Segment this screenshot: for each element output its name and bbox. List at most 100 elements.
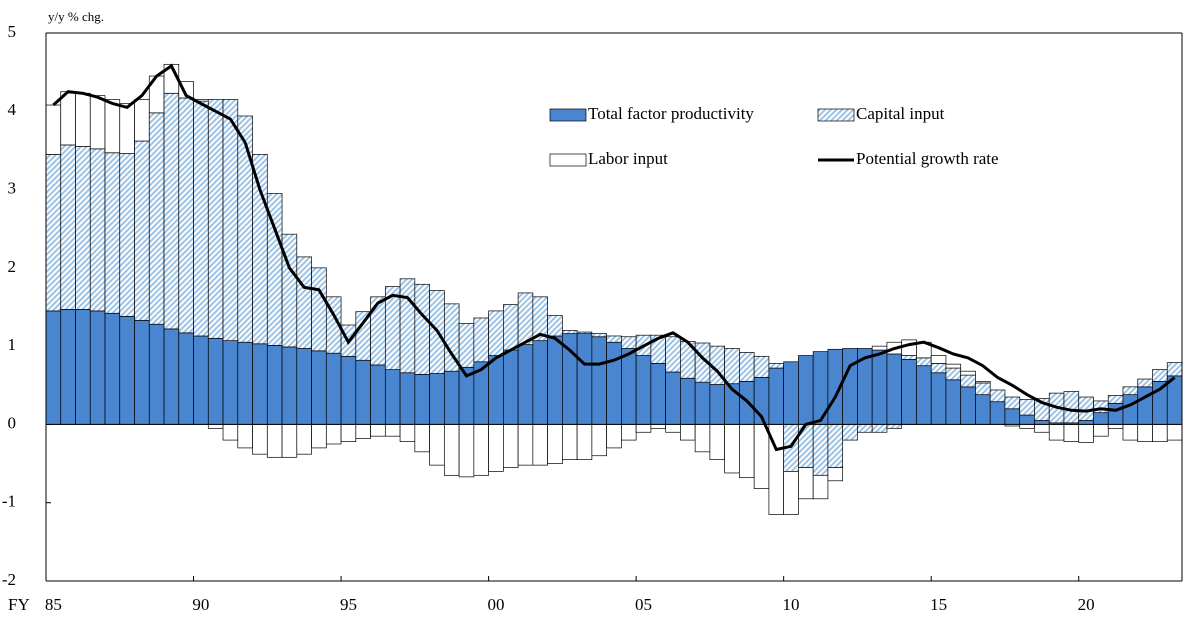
bar [517,344,534,425]
bar [783,471,799,515]
bar [1063,424,1080,443]
y-tick-label: 3 [8,178,17,197]
bar [724,424,740,474]
bar [621,348,637,425]
legend-swatch [817,108,855,122]
bar [488,310,504,356]
bar [296,256,312,349]
bar [857,424,873,433]
bar [311,267,327,352]
bar [606,341,622,425]
y-tick-label: 5 [8,22,17,41]
bar [827,467,844,482]
bar [562,424,578,461]
bar [1019,424,1035,429]
bar [325,352,342,425]
bar [916,357,932,367]
bar [975,382,991,396]
bar [517,292,534,345]
bar [207,337,224,425]
bar [694,381,711,425]
bar [119,153,135,317]
bar [222,99,239,342]
bar [429,424,445,466]
x-tick-label: 20 [1078,595,1095,614]
legend-label: Total factor productivity [588,104,754,123]
legend-label: Labor input [588,149,668,168]
bar [237,115,253,343]
bar [355,424,371,439]
bar [281,424,298,458]
x-tick-label: 85 [45,595,62,614]
bar [134,99,150,142]
line [52,63,1176,452]
bar [89,310,106,425]
bar [532,424,548,466]
bar [266,424,283,458]
bar [399,278,416,374]
bar [650,424,666,429]
bar [1019,399,1035,416]
bar [134,140,150,321]
legend-swatch [549,153,587,167]
bar [1166,424,1183,441]
bar [709,424,725,461]
x-tick-label: 15 [930,595,947,614]
bar [532,340,548,425]
bar [694,424,711,453]
bar [680,424,696,441]
bar [1107,424,1124,429]
bar [1004,396,1021,410]
bar [945,367,962,381]
bar [960,386,976,425]
bar [650,363,666,425]
bar [562,330,578,334]
bar [886,424,903,429]
bar [89,95,106,150]
bar [827,424,844,468]
x-tick-label: 95 [340,595,357,614]
bar [591,333,607,338]
bar [739,352,755,382]
bar [1048,424,1065,441]
bar [547,315,563,337]
bar [134,319,150,425]
bar [237,341,253,425]
bar [1093,424,1109,437]
bar [148,323,165,425]
bar [458,424,475,478]
bar [104,99,121,154]
bar [148,112,165,325]
bar [488,355,504,425]
bar [443,424,460,476]
bar [989,389,1006,403]
bar [355,311,371,361]
bar [340,424,357,443]
bar [384,369,401,425]
bar [222,340,239,425]
bar [783,361,799,425]
bar [281,346,298,425]
bar [812,474,829,500]
bar [119,103,135,154]
bar [311,424,327,449]
bar [193,100,209,337]
bar [252,153,268,345]
bar [473,317,489,363]
bar [680,377,696,425]
bar [414,373,430,425]
bar [886,353,903,425]
bar [266,345,283,425]
bar [104,152,121,314]
bar [916,365,932,425]
bar [458,323,475,368]
bar [930,372,947,425]
bar [399,372,416,425]
bar [1107,395,1124,404]
bar [503,349,519,425]
bar [975,381,991,384]
bar [798,467,814,500]
bar [606,424,622,449]
bar [355,359,371,425]
